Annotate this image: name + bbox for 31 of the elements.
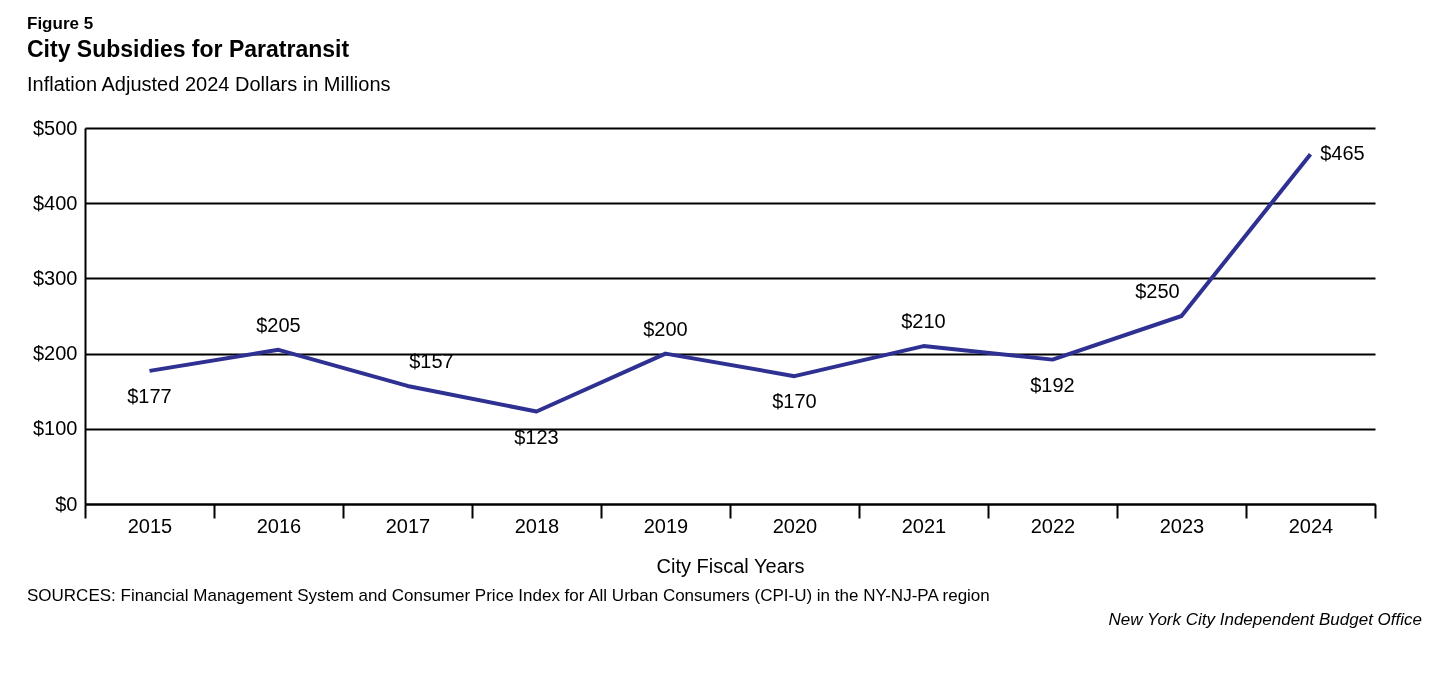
data-label: $465 [1320,142,1365,165]
chart-title: City Subsidies for Paratransit [27,36,351,63]
data-label: $177 [127,384,172,407]
x-tick-label: 2024 [1288,514,1334,537]
y-tick-label: $400 [33,191,78,214]
y-tick-label: $500 [33,116,78,139]
x-tick-label: 2021 [901,514,947,537]
x-tick-label: 2019 [643,514,689,537]
data-label: $192 [1030,373,1075,396]
y-tick-label: $300 [33,266,78,289]
x-tick-label: 2016 [256,514,302,537]
x-tick-label: 2023 [1159,514,1205,537]
x-tick-label: 2020 [772,514,818,537]
chart-subtitle: Inflation Adjusted 2024 Dollars in Millions [27,73,392,96]
y-tick-label: $0 [55,492,78,515]
data-label: $200 [643,317,688,340]
x-tick-label: 2022 [1030,514,1076,537]
data-label: $123 [514,425,559,448]
caption: Figure 5 [27,14,95,34]
data-label: $205 [256,313,301,336]
x-axis-title: City Fiscal Years [656,554,805,577]
x-tick-label: 2018 [514,514,560,537]
data-label: $210 [901,310,946,333]
y-tick-label: $200 [33,342,78,365]
source-note: SOURCES: Financial Management System and Consumer Price Index for All Urban Consumers (CPI-U) in the NY-NJ-PA region [27,586,991,606]
text: New York City Independent Budget Office [1107,610,1422,630]
data-label: $170 [772,390,817,413]
x-tick-label: 2017 [385,514,431,537]
y-tick-label: $100 [33,417,78,440]
x-tick-label: 2015 [127,514,173,537]
data-label: $250 [1135,280,1180,302]
